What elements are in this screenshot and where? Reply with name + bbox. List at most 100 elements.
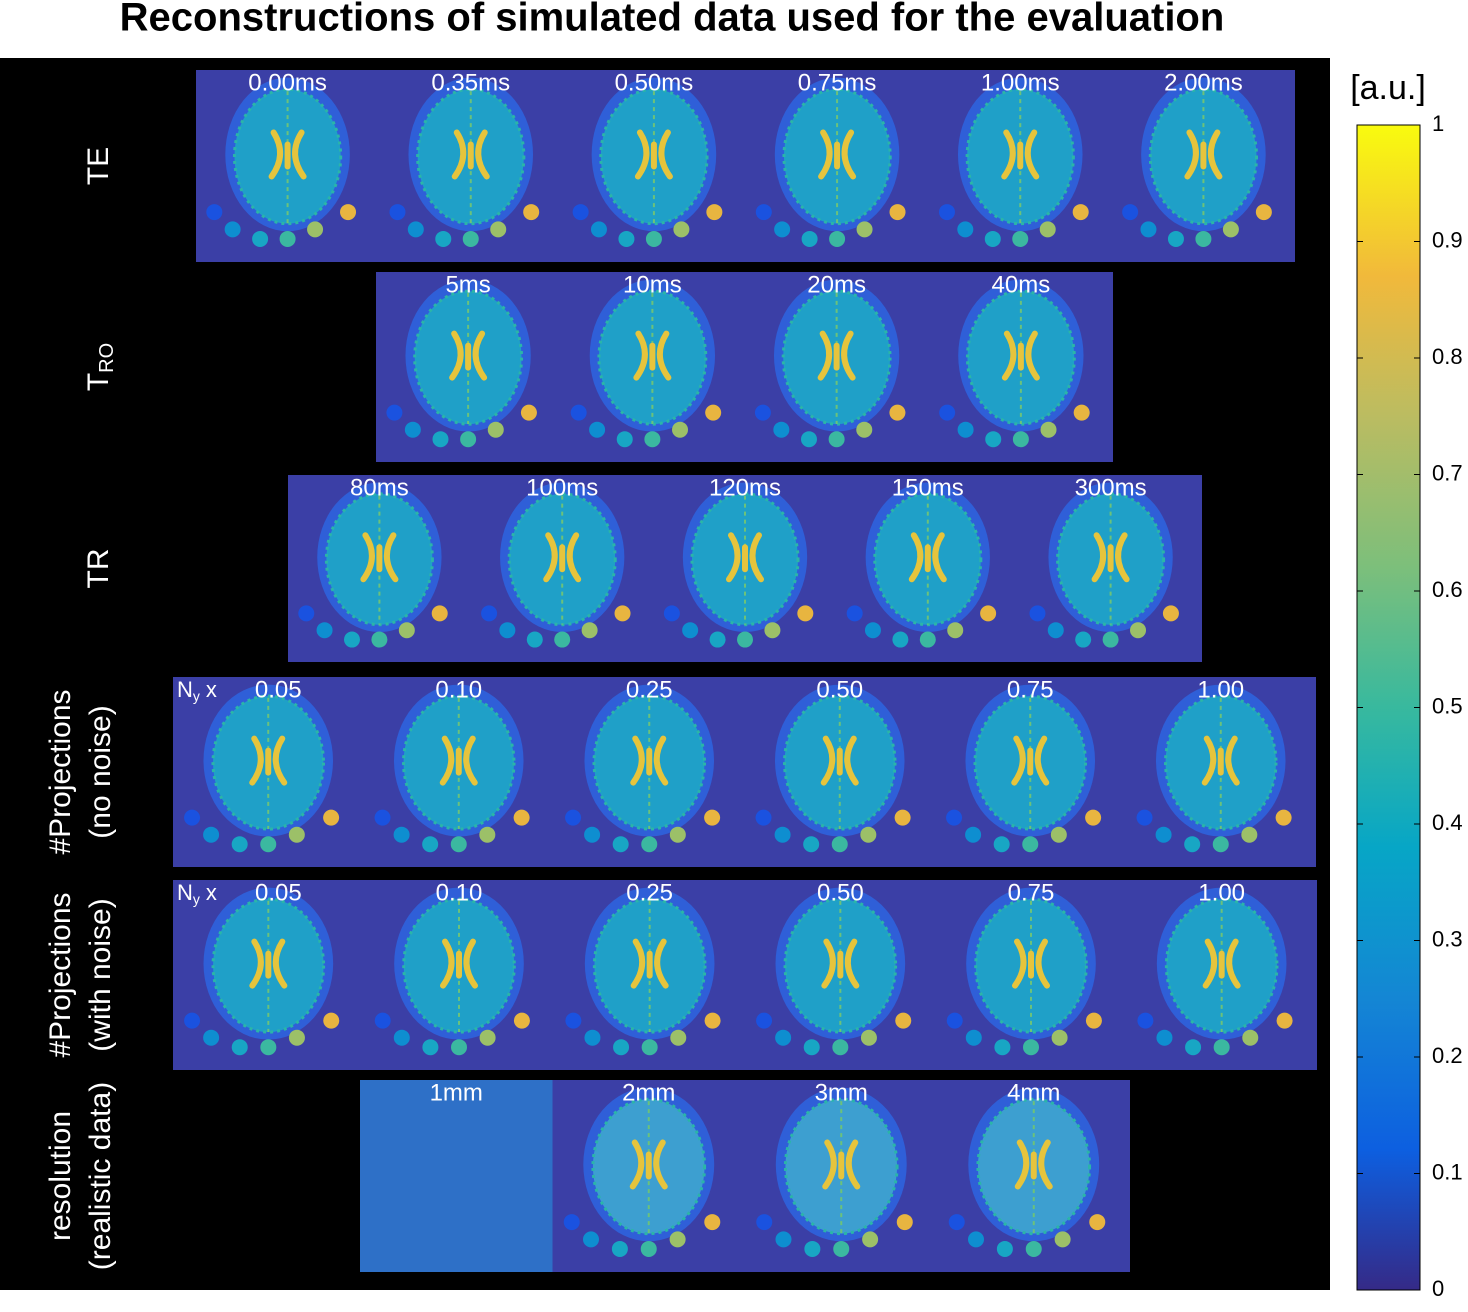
phantom-vial xyxy=(756,1214,773,1231)
phantom-vial xyxy=(644,431,661,448)
panel-label: 0.25 xyxy=(626,676,673,703)
phantom-vial xyxy=(231,1039,248,1056)
phantom-vial xyxy=(1162,605,1179,622)
phantom-vial xyxy=(804,1240,821,1257)
phantom-vial xyxy=(450,836,467,853)
phantom-vial xyxy=(641,1039,658,1056)
image-row: 1mm 2mm 3mm 4mm resolution (realistic data) xyxy=(44,1079,1130,1272)
panel-label: 0.50ms xyxy=(615,69,694,96)
phantom-vial xyxy=(705,404,722,421)
row-label: (realistic data) xyxy=(84,1082,117,1270)
phantom-vial xyxy=(704,1012,721,1029)
row-label: (no noise) xyxy=(84,705,117,838)
phantom-vial xyxy=(389,204,406,221)
image-row: 5ms 10ms 20ms 40ms TRO xyxy=(82,271,1113,462)
phantom-vial xyxy=(670,1029,687,1046)
phantom-vial xyxy=(1155,826,1172,843)
phantom-vial xyxy=(1025,1240,1042,1257)
phantom-vial xyxy=(1185,1039,1202,1056)
phantom-vial xyxy=(343,631,360,648)
ventricles xyxy=(249,938,288,989)
phantom-vial xyxy=(985,431,1002,448)
panel-label: 0.75 xyxy=(1008,879,1055,906)
phantom-vial xyxy=(565,1012,582,1029)
phantom-vial xyxy=(1073,404,1090,421)
panel-label: 10ms xyxy=(623,271,682,298)
ventricles xyxy=(1202,938,1241,989)
phantom-vial xyxy=(584,1029,601,1046)
phantom-vial xyxy=(613,1039,630,1056)
phantom-vial xyxy=(340,204,357,221)
phantom-vial xyxy=(860,826,877,843)
phantom-vial xyxy=(965,1029,982,1046)
phantom-vial xyxy=(889,404,906,421)
phantom-vial xyxy=(1241,826,1258,843)
colorbar-tick-label: 0.3 xyxy=(1432,926,1463,951)
ventricles xyxy=(1184,129,1223,180)
ventricles xyxy=(817,330,856,381)
phantom-vial xyxy=(889,204,906,221)
colorbar xyxy=(1356,124,1421,1291)
phantom-vial xyxy=(526,631,543,648)
phantom-vial xyxy=(1275,809,1292,826)
ventricles xyxy=(1011,735,1050,786)
phantom-vial xyxy=(1054,1231,1071,1248)
row-label: (with noise) xyxy=(84,898,117,1051)
phantom-vial xyxy=(828,431,845,448)
phantom-vial xyxy=(298,605,315,622)
phantom-vial xyxy=(520,404,537,421)
panel-label: 2mm xyxy=(622,1079,675,1106)
phantom-vial xyxy=(1212,836,1229,853)
image-strip xyxy=(173,880,1317,1070)
phantom-vial xyxy=(398,622,415,639)
prefix-sub: y xyxy=(193,891,200,907)
phantom-vial xyxy=(614,605,631,622)
phantom-vial xyxy=(481,605,498,622)
phantom-vial xyxy=(797,605,814,622)
row-label-sub: RO xyxy=(96,343,118,373)
colorbar-tick-label: 0.1 xyxy=(1432,1159,1463,1184)
image-strip xyxy=(173,677,1316,867)
ventricles xyxy=(543,532,582,583)
ventricles xyxy=(449,330,488,381)
phantom-vial xyxy=(856,421,873,438)
phantom-vial xyxy=(1130,622,1147,639)
ventricles xyxy=(726,532,764,583)
phantom-vial xyxy=(487,421,504,438)
phantom-vial xyxy=(800,431,817,448)
phantom-vial xyxy=(1137,1012,1154,1029)
phantom-vial xyxy=(1040,421,1057,438)
phantom-vial xyxy=(1085,1012,1102,1029)
image-row: 0.05 0.10 0.25 0.50 0.75 1.00 Ny x #Projections(… xyxy=(44,879,1317,1070)
ventricles xyxy=(1014,1139,1053,1190)
phantom-vial xyxy=(231,836,248,853)
phantom-vial xyxy=(833,1240,850,1257)
panel-label: 4mm xyxy=(1007,1079,1060,1106)
phantom-vial xyxy=(640,1240,657,1257)
phantom-vial xyxy=(1051,1029,1068,1046)
phantom-vial xyxy=(260,1039,277,1056)
phantom-vial xyxy=(1023,1039,1039,1056)
phantom-vial xyxy=(1222,221,1239,238)
panel-label: 20ms xyxy=(807,271,866,298)
phantom-vial xyxy=(393,1029,410,1046)
panel-label: 0.50 xyxy=(817,879,864,906)
ventricles xyxy=(822,1139,861,1190)
phantom-vial xyxy=(513,809,530,826)
ventricles xyxy=(1091,532,1130,583)
phantom-vial xyxy=(775,1029,792,1046)
phantom-vial xyxy=(1140,221,1157,238)
panel-prefix: Ny x xyxy=(177,677,217,704)
ventricles xyxy=(1012,938,1050,989)
phantom-vial xyxy=(184,1012,201,1029)
phantom-vial xyxy=(422,1039,439,1056)
phantom-vial xyxy=(864,622,881,639)
phantom-vial xyxy=(994,1039,1011,1056)
row-label: #Projections xyxy=(44,689,77,854)
panel-label: 0.50 xyxy=(816,676,863,703)
panel-label: 0.75 xyxy=(1007,676,1054,703)
row-label: #Projections xyxy=(44,892,77,1057)
panel-label: 1.00ms xyxy=(981,69,1060,96)
colorbar-tick-label: 0.7 xyxy=(1432,460,1463,485)
